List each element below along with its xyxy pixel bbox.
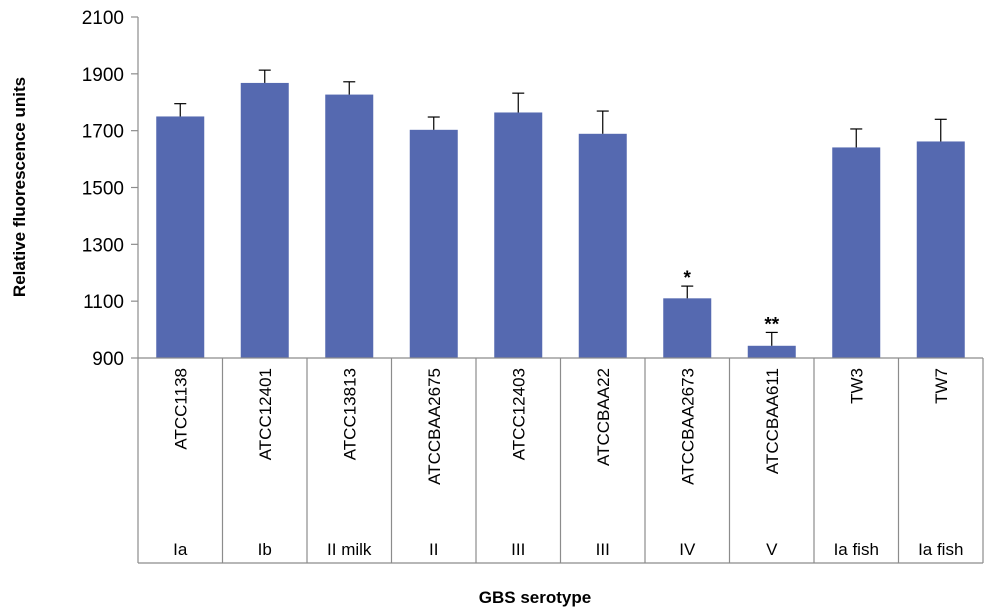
y-axis-title: Relative fluorescence units: [10, 77, 29, 297]
y-axis-tick-labels: 900 1100 1300 1500 1700 1900 2100: [82, 8, 124, 370]
y-tick-label-5: 1900: [82, 65, 124, 86]
group-label-6: IV: [679, 540, 696, 559]
category-separators: [137, 358, 984, 563]
y-tick-label-0: 900: [92, 349, 124, 370]
bar-2: [325, 94, 374, 358]
group-label-4: III: [511, 540, 525, 559]
significance-marker-6: *: [684, 268, 692, 289]
bar-5: [578, 133, 627, 358]
bar-series: [156, 82, 965, 358]
y-tick-label-4: 1700: [82, 122, 124, 143]
bar-1: [240, 82, 289, 358]
x-axis-group-labels: Ia Ib II milk II III III IV V Ia fish Ia fish: [173, 540, 963, 559]
bar-9: [916, 141, 965, 358]
category-label-5: ATCCBAA22: [594, 368, 613, 466]
y-tick-label-1: 1100: [83, 292, 124, 313]
category-label-7: ATCCBAA611: [763, 368, 782, 474]
category-label-2: ATCC13813: [340, 368, 359, 460]
bar-7: [747, 345, 796, 358]
bar-6: [663, 298, 712, 358]
bar-4: [494, 112, 543, 358]
group-label-1: Ib: [258, 540, 272, 559]
group-label-7: V: [766, 540, 778, 559]
category-label-1: ATCC12401: [256, 368, 275, 460]
bar-3: [409, 129, 458, 358]
y-tick-label-2: 1300: [82, 235, 124, 256]
category-label-0: ATCC1138: [171, 368, 190, 450]
group-label-5: III: [596, 540, 610, 559]
category-label-9: TW7: [932, 368, 951, 404]
bar-8: [832, 147, 881, 358]
category-label-8: TW3: [847, 368, 866, 404]
x-axis-title: GBS serotype: [479, 588, 591, 607]
group-label-9: Ia fish: [918, 540, 963, 559]
y-tick-label-3: 1500: [82, 179, 124, 200]
x-axis-category-labels: ATCC1138 ATCC12401 ATCC13813 ATCCBAA2675 ATC…: [171, 368, 951, 485]
error-bars: [174, 69, 947, 346]
y-tick-label-6: 2100: [82, 8, 124, 29]
y-axis-ticks: [131, 16, 138, 359]
category-label-4: ATCC12403: [509, 368, 528, 460]
group-label-2: II milk: [327, 540, 372, 559]
group-label-0: Ia: [173, 540, 188, 559]
group-label-8: Ia fish: [834, 540, 879, 559]
category-label-6: ATCCBAA2673: [678, 368, 697, 485]
category-label-3: ATCCBAA2675: [425, 368, 444, 485]
group-label-3: II: [429, 540, 438, 559]
significance-markers: ***: [684, 268, 780, 335]
significance-marker-7: **: [764, 314, 779, 335]
bar-0: [156, 116, 205, 358]
